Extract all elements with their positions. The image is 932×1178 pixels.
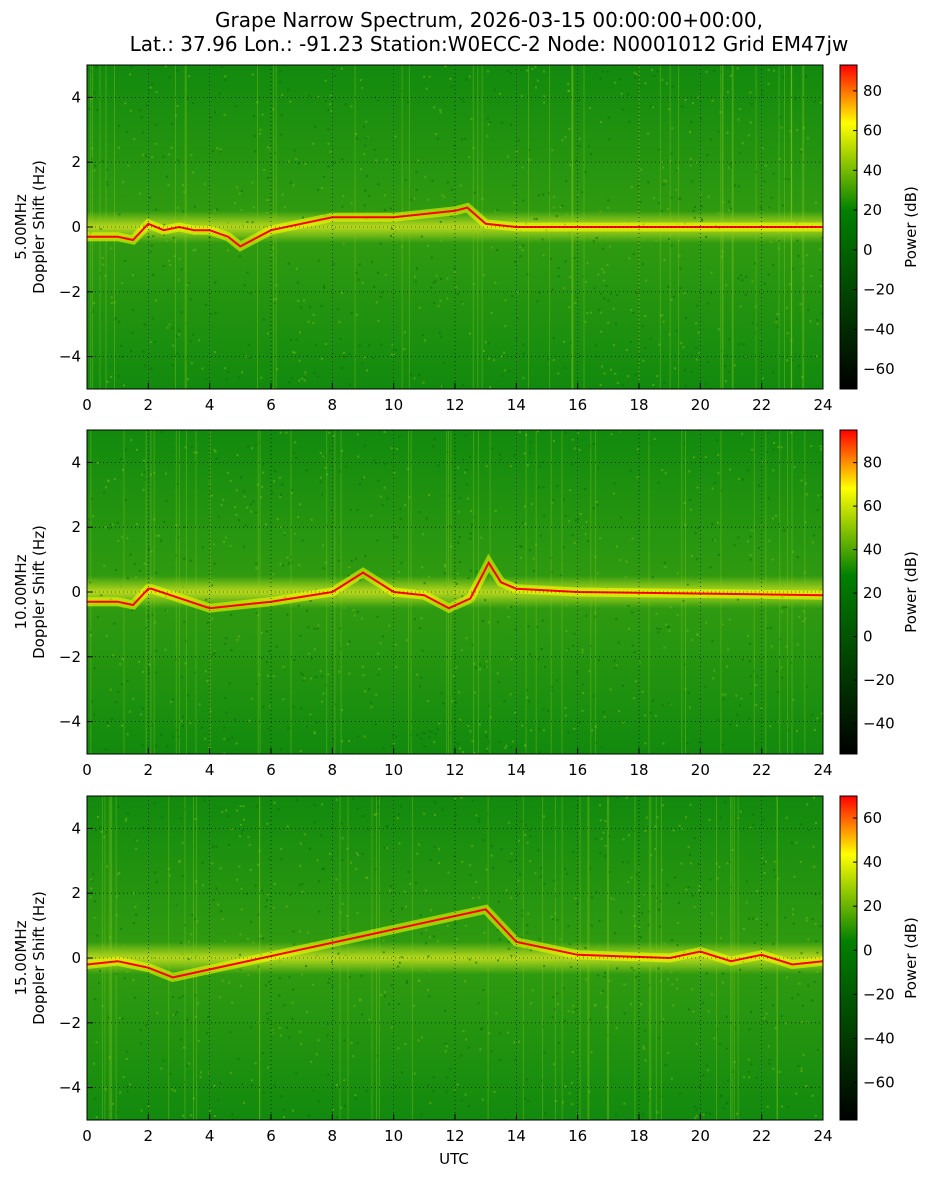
x-axis-label: UTC	[439, 1150, 469, 1168]
y-tick-label: 2	[71, 153, 81, 171]
y-tick-label: 0	[71, 583, 81, 601]
x-tick-label: 14	[507, 761, 526, 779]
x-tick-label: 6	[266, 396, 276, 414]
x-tick-label: 18	[629, 1127, 648, 1145]
x-tick-label: 6	[266, 1127, 276, 1145]
x-tick-label: 2	[144, 396, 154, 414]
y-tick-label: −2	[59, 648, 81, 666]
x-tick-label: 18	[629, 761, 648, 779]
colorbar-label: Power (dB)	[902, 186, 920, 268]
y-tick-label: −4	[59, 713, 81, 731]
x-tick-label: 20	[691, 761, 710, 779]
x-tick-label: 16	[568, 761, 587, 779]
figure-title-line-1: Grape Narrow Spectrum, 2026-03-15 00:00:…	[215, 8, 763, 32]
y-axis-label: Doppler Shift (Hz)	[30, 525, 48, 659]
x-tick-label: 10	[384, 396, 403, 414]
colorbar-tick-label: 60	[863, 809, 882, 827]
y-tick-label: 0	[71, 218, 81, 236]
colorbar-tick-label: −20	[863, 281, 895, 299]
colorbar	[839, 429, 858, 755]
panel-frequency-label: 5.00MHz	[12, 194, 30, 260]
colorbar	[839, 795, 858, 1121]
y-tick-label: 2	[71, 518, 81, 536]
x-tick-label: 8	[328, 396, 338, 414]
y-axis-label: Doppler Shift (Hz)	[30, 160, 48, 294]
x-tick-label: 0	[82, 1127, 92, 1145]
x-tick-label: 16	[568, 396, 587, 414]
carrier-trace	[87, 206, 823, 248]
x-tick-label: 10	[384, 761, 403, 779]
carrier-trace	[87, 560, 823, 610]
x-tick-label: 4	[205, 1127, 215, 1145]
x-tick-label: 10	[384, 1127, 403, 1145]
colorbar-tick-label: 40	[863, 541, 882, 559]
colorbar-tick-label: 20	[863, 897, 882, 915]
colorbar-tick-label: 60	[863, 497, 882, 515]
x-tick-label: 12	[445, 761, 464, 779]
colorbar-tick-label: 20	[863, 584, 882, 602]
colorbar-tick-label: 40	[863, 853, 882, 871]
x-tick-label: 2	[144, 761, 154, 779]
colorbar-label: Power (dB)	[902, 917, 920, 999]
colorbar-tick-label: 0	[863, 941, 873, 959]
colorbar-tick-label: 0	[863, 241, 873, 259]
colorbar-tick-label: −20	[863, 985, 895, 1003]
y-tick-label: −2	[59, 283, 81, 301]
x-tick-label: 14	[507, 1127, 526, 1145]
colorbar-tick-label: −60	[863, 360, 895, 378]
colorbar-tick-label: −40	[863, 1029, 895, 1047]
x-tick-label: 0	[82, 761, 92, 779]
x-tick-label: 16	[568, 1127, 587, 1145]
x-tick-label: 20	[691, 1127, 710, 1145]
colorbar-tick-label: 80	[863, 82, 882, 100]
colorbar-label: Power (dB)	[902, 551, 920, 633]
colorbar-tick-label: −60	[863, 1074, 895, 1092]
x-tick-label: 24	[813, 396, 832, 414]
x-tick-label: 18	[629, 396, 648, 414]
x-tick-label: 22	[752, 761, 771, 779]
x-tick-label: 6	[266, 761, 276, 779]
x-tick-label: 12	[445, 396, 464, 414]
x-tick-label: 12	[445, 1127, 464, 1145]
colorbar	[839, 64, 858, 390]
x-tick-label: 24	[813, 1127, 832, 1145]
y-tick-label: 4	[71, 453, 81, 471]
y-tick-label: 4	[71, 88, 81, 106]
colorbar-tick-label: 40	[863, 161, 882, 179]
colorbar-tick-label: 0	[863, 628, 873, 646]
y-tick-label: 0	[71, 949, 81, 967]
y-tick-label: 4	[71, 819, 81, 837]
colorbar-tick-label: 80	[863, 454, 882, 472]
x-tick-label: 22	[752, 396, 771, 414]
colorbar-tick-label: −20	[863, 671, 895, 689]
y-tick-label: −4	[59, 348, 81, 366]
y-tick-label: −2	[59, 1014, 81, 1032]
x-tick-label: 4	[205, 396, 215, 414]
y-axis-label: Doppler Shift (Hz)	[30, 891, 48, 1025]
x-tick-label: 8	[328, 761, 338, 779]
x-tick-label: 20	[691, 396, 710, 414]
panel-frequency-label: 15.00MHz	[12, 920, 30, 995]
colorbar-tick-label: 60	[863, 122, 882, 140]
x-tick-label: 4	[205, 761, 215, 779]
colorbar-tick-label: −40	[863, 320, 895, 338]
carrier-trace	[87, 908, 823, 979]
y-tick-label: 2	[71, 884, 81, 902]
x-tick-label: 8	[328, 1127, 338, 1145]
y-tick-label: −4	[59, 1079, 81, 1097]
x-tick-label: 22	[752, 1127, 771, 1145]
x-tick-label: 24	[813, 761, 832, 779]
x-tick-label: 2	[144, 1127, 154, 1145]
x-tick-label: 14	[507, 396, 526, 414]
colorbar-tick-label: −40	[863, 715, 895, 733]
panel-frequency-label: 10.00MHz	[12, 554, 30, 629]
colorbar-tick-label: 20	[863, 201, 882, 219]
x-tick-label: 0	[82, 396, 92, 414]
figure-title-line-2: Lat.: 37.96 Lon.: -91.23 Station:W0ECC-2…	[129, 32, 849, 56]
